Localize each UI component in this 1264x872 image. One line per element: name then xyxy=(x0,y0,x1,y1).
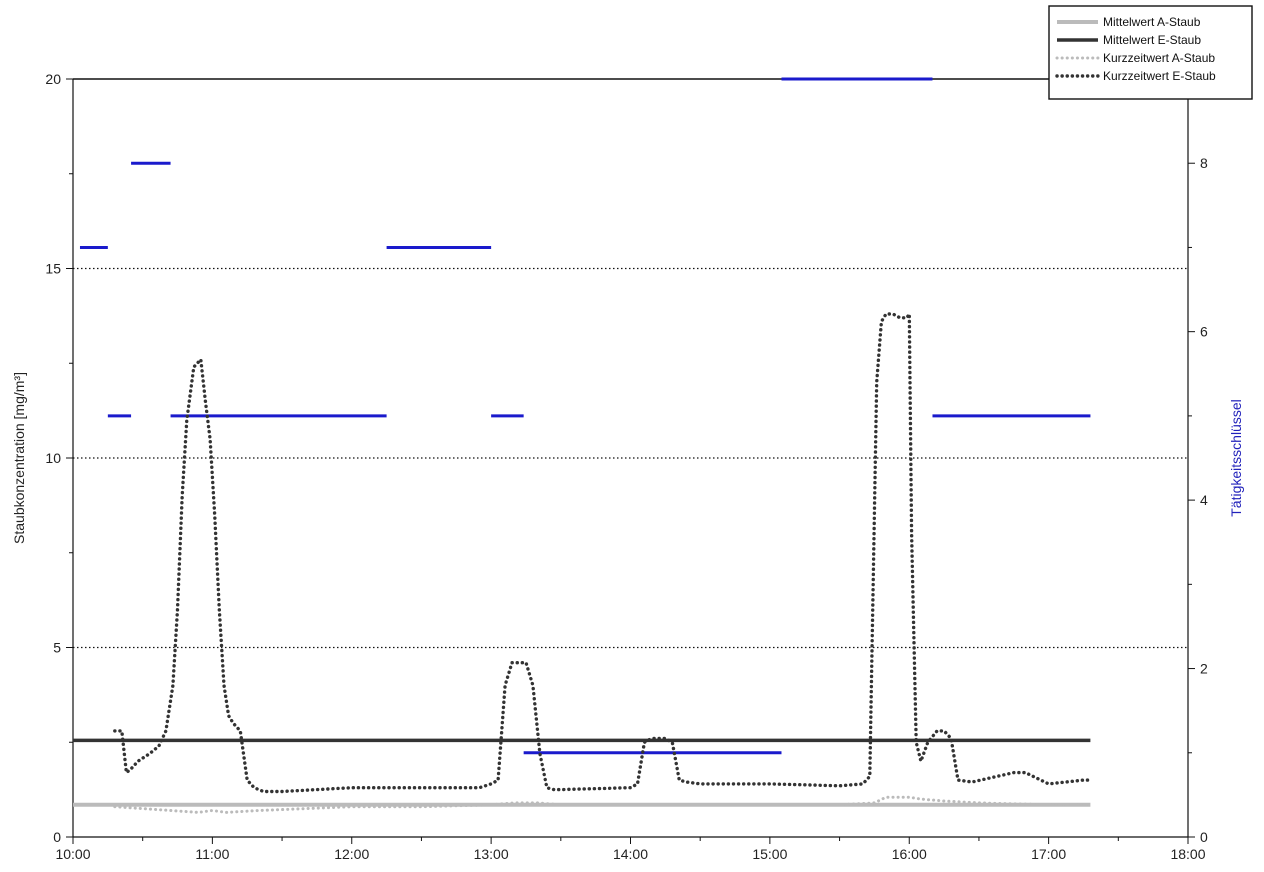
y2-tick-label: 0 xyxy=(1200,829,1208,845)
x-tick-label: 14:00 xyxy=(613,846,648,862)
x-tick-label: 17:00 xyxy=(1031,846,1066,862)
legend-entry-3: Kurzzeitwert E-Staub xyxy=(1103,69,1216,83)
y-tick-label: 20 xyxy=(45,71,61,87)
y-axis-title: Staubkonzentration [mg/m³] xyxy=(11,372,27,544)
axes xyxy=(66,78,1195,844)
y-tick-label: 10 xyxy=(45,450,61,466)
y2-tick-label: 8 xyxy=(1200,155,1208,171)
y-tick-label: 5 xyxy=(53,640,61,656)
y2-tick-label: 6 xyxy=(1200,324,1208,340)
legend-entry-1: Mittelwert E-Staub xyxy=(1103,33,1201,47)
x-tick-label: 18:00 xyxy=(1170,846,1205,862)
x-tick-label: 11:00 xyxy=(195,846,229,862)
y-tick-label: 15 xyxy=(45,261,61,277)
series-line-2 xyxy=(113,795,1092,814)
y2-axis-title: Tätigkeitsschlüssel xyxy=(1228,399,1244,517)
x-tick-label: 13:00 xyxy=(474,846,509,862)
legend-entry-0: Mittelwert A-Staub xyxy=(1103,15,1201,29)
y-tick-label: 0 xyxy=(53,829,61,845)
y2-tick-label: 2 xyxy=(1200,661,1208,677)
grid-lines xyxy=(73,78,1188,649)
chart-marks xyxy=(73,77,1093,814)
x-tick-label: 12:00 xyxy=(334,846,369,862)
x-tick-label: 15:00 xyxy=(752,846,787,862)
series-line-3 xyxy=(113,312,1093,794)
legend: Mittelwert A-Staub Mittelwert E-Staub Kurz… xyxy=(1048,5,1253,100)
y2-tick-label: 4 xyxy=(1200,492,1208,508)
legend-entry-2: Kurzzeitwert A-Staub xyxy=(1103,51,1215,65)
x-tick-label: 16:00 xyxy=(892,846,927,862)
x-tick-label: 10:00 xyxy=(55,846,90,862)
tick-labels: 10:00 11:00 12:00 13:00 14:00 15:00 16:00 17:00… xyxy=(11,71,1244,862)
